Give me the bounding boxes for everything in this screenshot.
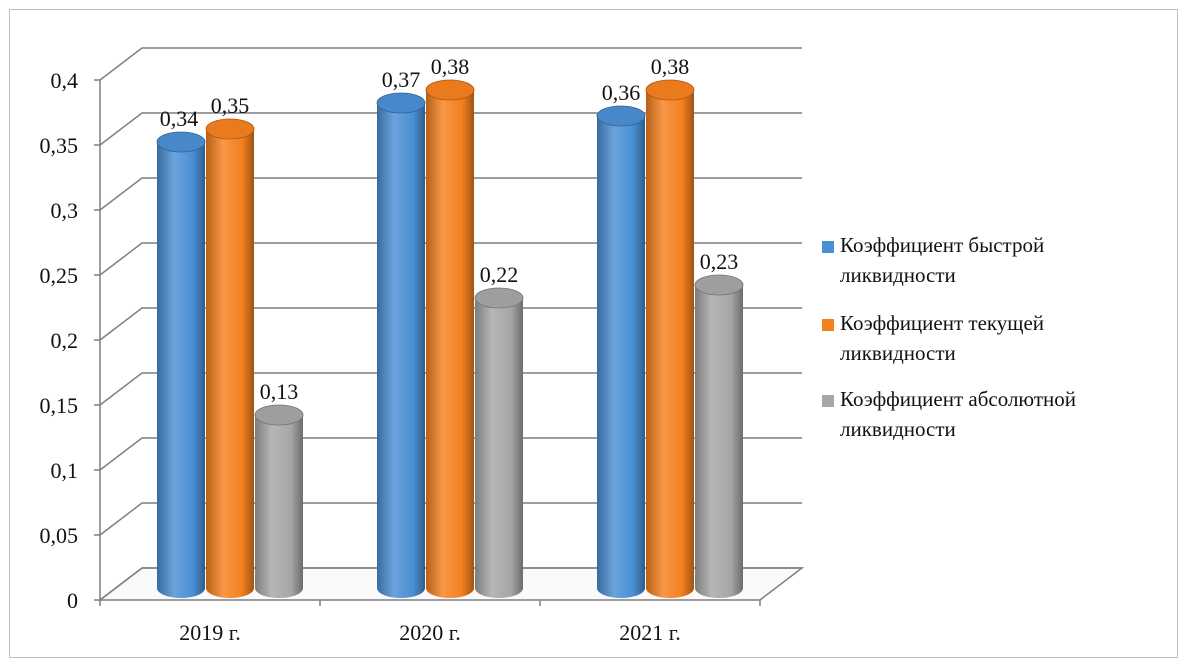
y-tick-label: 0,35	[40, 133, 79, 158]
bar	[596, 105, 646, 598]
y-tick-label: 0,4	[51, 68, 79, 93]
bar	[645, 79, 695, 598]
y-tick-label: 0,15	[40, 393, 79, 418]
gridline	[99, 372, 802, 406]
y-tick-label: 0,05	[40, 523, 79, 548]
bar-body	[157, 142, 205, 598]
y-tick-label: 0	[67, 588, 78, 613]
gridline	[99, 567, 802, 601]
legend: Коэффициент быстройликвидностиКоэффициен…	[822, 233, 1076, 441]
bar-body	[646, 90, 694, 598]
bar-top	[156, 131, 206, 153]
data-label: 0,13	[260, 379, 299, 404]
bars	[156, 79, 744, 598]
y-tick-label: 0,2	[51, 328, 79, 353]
bar-body	[426, 90, 474, 598]
data-label: 0,35	[211, 93, 250, 118]
y-tick-label: 0,3	[51, 198, 79, 223]
bar-top	[254, 404, 304, 426]
gridline	[99, 177, 802, 211]
y-axis-ticks: 0 0,05 0,1 0,15 0,2 0,25 0,3 0,35 0,4	[40, 68, 100, 613]
bar	[254, 404, 304, 598]
legend-label: Коэффициент текущей	[840, 311, 1044, 335]
bar-body	[597, 116, 645, 598]
bar-body	[475, 298, 523, 598]
gridlines	[99, 47, 802, 601]
bar-body	[255, 415, 303, 598]
data-label: 0,38	[651, 54, 690, 79]
x-tick-label: 2020 г.	[399, 620, 461, 645]
bar-top	[425, 79, 475, 101]
data-label: 0,34	[160, 106, 199, 131]
bar	[205, 118, 255, 598]
gridline	[99, 502, 802, 536]
legend-label: ликвидности	[840, 341, 956, 365]
gridline	[99, 437, 802, 471]
y-tick-label: 0,25	[40, 263, 79, 288]
legend-label: ликвидности	[840, 263, 956, 287]
legend-item: Коэффициент быстрой ликвидности	[822, 233, 1044, 287]
data-label: 0,36	[602, 80, 641, 105]
legend-swatch	[822, 241, 834, 253]
bar	[425, 79, 475, 598]
legend-label: Коэффициент абсолютной	[840, 387, 1076, 411]
data-labels: 0,34 0,35 0,13 0,37 0,38 0,22 0,36 0,38 0,23	[160, 54, 739, 404]
bar-top	[645, 79, 695, 101]
data-label: 0,23	[700, 249, 739, 274]
legend-label: ликвидности	[840, 417, 956, 441]
legend-label: Коэффициент быстрой	[840, 233, 1044, 257]
y-tick-label: 0,1	[51, 458, 79, 483]
bar-top	[474, 287, 524, 309]
bar-body	[695, 285, 743, 598]
gridline	[99, 47, 802, 81]
legend-swatch	[822, 319, 834, 331]
bar	[376, 92, 426, 598]
bar-top	[596, 105, 646, 127]
bar-top	[376, 92, 426, 114]
bar	[694, 274, 744, 598]
bar-body	[377, 103, 425, 598]
bar-top	[694, 274, 744, 296]
x-tick-label: 2019 г.	[179, 620, 241, 645]
bar	[156, 131, 206, 598]
legend-item: Коэффициент абсолютной ликвидности	[822, 387, 1076, 441]
gridline	[99, 242, 802, 276]
bar	[474, 287, 524, 598]
gridline	[99, 307, 802, 341]
data-label: 0,37	[382, 67, 421, 92]
x-tick-label: 2021 г.	[619, 620, 681, 645]
bar-body	[206, 129, 254, 598]
legend-item: Коэффициент текущей ликвидности	[822, 311, 1044, 365]
bar-top	[205, 118, 255, 140]
legend-swatch	[822, 395, 834, 407]
data-label: 0,22	[480, 262, 519, 287]
gridline	[99, 112, 802, 146]
x-axis: 2019 г. 2020 г. 2021 г.	[99, 600, 761, 645]
data-label: 0,38	[431, 54, 470, 79]
